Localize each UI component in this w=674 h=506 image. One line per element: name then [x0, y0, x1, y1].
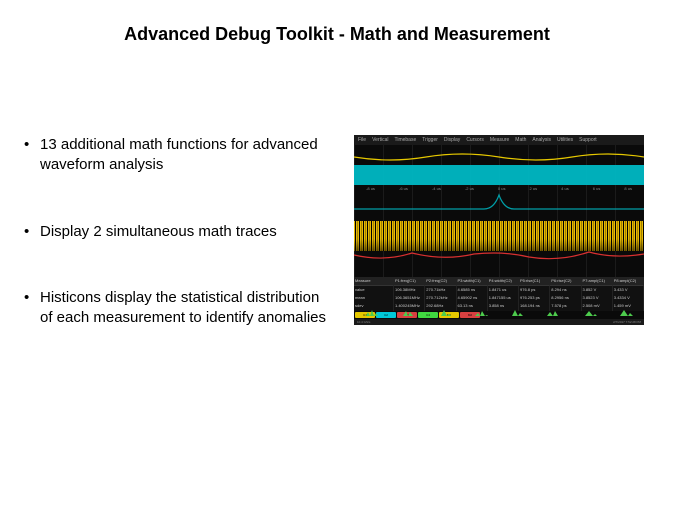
tick-label: -2 us — [465, 186, 474, 192]
histicon — [401, 303, 415, 310]
waveform-area: -8 us -6 us -4 us -2 us 0 us 2 us 4 us 6… — [354, 145, 644, 277]
meas-cell: 4.6585 ns — [457, 286, 488, 294]
trace-cyan-band — [354, 165, 644, 185]
status-left: 10.4 GS/s — [357, 320, 370, 324]
meas-header: P7:ampl(C1) — [582, 277, 613, 286]
meas-cell: 270.712kHz — [425, 295, 456, 303]
meas-rowhdr: value — [354, 286, 394, 294]
menu-item: Support — [579, 137, 597, 143]
meas-cell: 106.38MHz — [394, 286, 425, 294]
meas-cell: 106.3651MHz — [394, 295, 425, 303]
menu-item: Display — [444, 137, 460, 143]
tick-label: 2 us — [530, 186, 538, 192]
meas-rowhdr: mean — [354, 295, 394, 303]
trace-yellow-sine — [354, 149, 644, 165]
trace-red — [354, 247, 644, 265]
menu-item: Utilities — [557, 137, 573, 143]
meas-header: P3:width(C1) — [457, 277, 488, 286]
trace-teal-pulse — [354, 193, 644, 215]
meas-cell: 3.8523 V — [582, 295, 613, 303]
status-right: 2/7/2017 7:52:28 PM — [613, 320, 641, 324]
tick-label: 4 us — [561, 186, 569, 192]
tick-label: 0 us — [498, 186, 506, 192]
meas-cell: 976.8 ps — [519, 286, 550, 294]
menu-item: Measure — [490, 137, 509, 143]
meas-cell: 1.8471 us — [488, 286, 519, 294]
tick-label: -4 us — [432, 186, 441, 192]
oscilloscope-screenshot: File Vertical Timebase Trigger Display C… — [354, 135, 644, 325]
meas-row-label: Measure — [354, 277, 394, 286]
meas-cell: 270.71kHz — [425, 286, 456, 294]
meas-header: P2:freq(C2) — [425, 277, 456, 286]
bullet-item: Display 2 simultaneous math traces — [20, 222, 334, 242]
menu-item: Vertical — [372, 137, 388, 143]
histicon — [474, 303, 488, 310]
bullet-item: Histicons display the statistical distri… — [20, 288, 334, 329]
tick-label: 8 us — [624, 186, 632, 192]
meas-cell: 8.2956 ns — [550, 295, 581, 303]
menu-item: Trigger — [422, 137, 438, 143]
meas-cell: 1.847155 us — [488, 295, 519, 303]
status-bar: 10.4 GS/s 2/7/2017 7:52:28 PM — [354, 319, 644, 325]
page-title: Advanced Debug Toolkit - Math and Measur… — [0, 0, 674, 45]
menu-item: Math — [515, 137, 526, 143]
tick-label: -8 us — [366, 186, 375, 192]
bullet-item: 13 additional math functions for advance… — [20, 135, 334, 176]
tick-label: 6 us — [593, 186, 601, 192]
teal-pulse-path — [354, 195, 644, 209]
meas-header: P4:width(C2) — [488, 277, 519, 286]
meas-cell: 4.65902 ns — [457, 295, 488, 303]
meas-cell: 976.253 ps — [519, 295, 550, 303]
histicon — [438, 303, 452, 310]
meas-header: P5:rise(C1) — [519, 277, 550, 286]
meas-header: P6:rise(C2) — [550, 277, 581, 286]
time-axis: -8 us -6 us -4 us -2 us 0 us 2 us 4 us 6… — [354, 186, 644, 192]
histicon-row — [354, 303, 644, 311]
tick-label: -6 us — [399, 186, 408, 192]
menu-item: File — [358, 137, 366, 143]
channel-chips: C1 C2 C3 C4 M1 M2 — [354, 311, 644, 319]
menu-item: Analysis — [532, 137, 551, 143]
histicon — [546, 303, 560, 310]
red-wave-path — [354, 252, 644, 259]
meas-cell: 3.852 V — [582, 286, 613, 294]
meas-cell: 3.433 V — [613, 286, 644, 294]
meas-cell: 8.294 ns — [550, 286, 581, 294]
meas-header: P8:ampl(C2) — [613, 277, 644, 286]
histicon — [365, 303, 379, 310]
scope-menu-bar: File Vertical Timebase Trigger Display C… — [354, 135, 644, 145]
yellow-sine-path — [354, 154, 644, 160]
histicon — [619, 303, 633, 310]
menu-item: Timebase — [394, 137, 416, 143]
meas-header: P1:freq(C1) — [394, 277, 425, 286]
menu-item: Cursors — [466, 137, 484, 143]
meas-cell: 3.4334 V — [613, 295, 644, 303]
content-row: 13 additional math functions for advance… — [0, 135, 674, 374]
histicon — [510, 303, 524, 310]
histicon — [583, 303, 597, 310]
chip: C4 — [418, 312, 438, 318]
bullet-list: 13 additional math functions for advance… — [20, 135, 334, 374]
